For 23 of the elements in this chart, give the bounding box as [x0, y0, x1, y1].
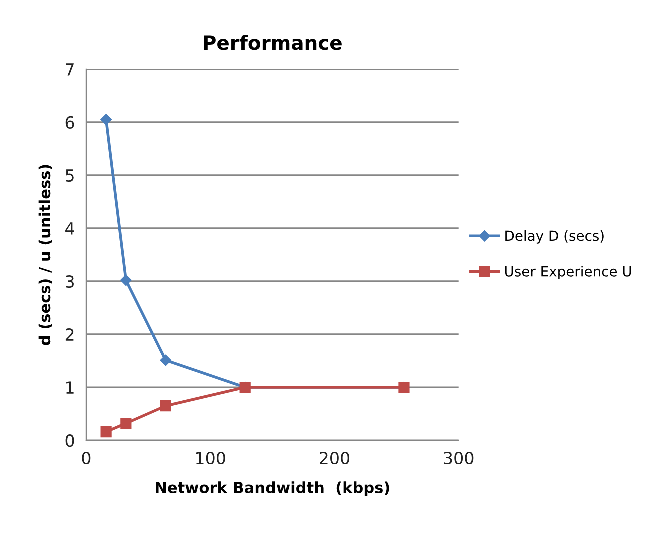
x-tick-label: 200 [320, 452, 350, 465]
point [100, 114, 112, 126]
y-tick-label: 6 [66, 116, 74, 130]
point [120, 418, 132, 430]
legend-label: User Experience U [505, 266, 632, 280]
y-tick-label: 2 [66, 328, 74, 341]
x-tick-label: 100 [196, 452, 226, 465]
y-tick-label: 7 [66, 64, 74, 76]
y-tick-label: 3 [66, 275, 74, 288]
legend-label: Delay D (secs) [506, 230, 604, 244]
point [100, 426, 112, 438]
x-axis-title: Network Bandwidth (kbps) [156, 482, 390, 496]
y-axis-title: d (secs) / u (unitless) [38, 165, 52, 346]
y-tick-label: 0 [66, 434, 74, 448]
y-tick-label: 1 [66, 382, 74, 394]
x-tick-label: 0 [82, 452, 91, 465]
point [120, 274, 132, 286]
y-tick-label: 4 [66, 222, 74, 235]
point [160, 400, 172, 412]
point [160, 354, 172, 366]
chart-title: Performance [204, 35, 342, 50]
x-tick-label: 300 [444, 452, 474, 465]
y-tick-label: 5 [66, 170, 74, 182]
